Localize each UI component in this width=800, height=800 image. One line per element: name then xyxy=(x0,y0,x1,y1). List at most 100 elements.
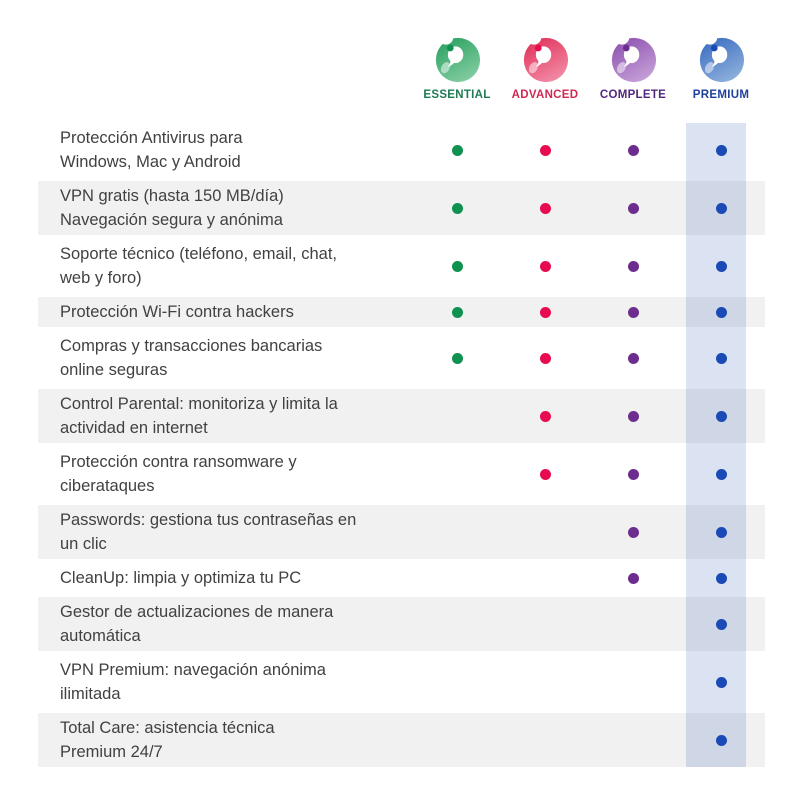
premium-cell xyxy=(677,331,765,385)
complete-cell xyxy=(589,331,677,385)
complete-cell xyxy=(589,239,677,293)
feature-label: Protección Wi-Fi contra hackers xyxy=(60,303,294,321)
plan-column-advanced: ADVANCED xyxy=(501,36,589,102)
feature-label: Soporte técnico (teléfono, email, chat, … xyxy=(60,245,337,287)
feature-row: Total Care: asistencia técnica Premium 2… xyxy=(38,713,765,767)
plan-label: PREMIUM xyxy=(692,89,750,101)
complete-cell xyxy=(589,597,677,651)
feature-label: Control Parental: monitoriza y limita la… xyxy=(60,395,338,437)
included-dot xyxy=(451,260,463,272)
advanced-cell xyxy=(501,331,589,385)
feature-label: Passwords: gestiona tus contraseñas en u… xyxy=(60,511,357,553)
included-dot xyxy=(715,526,727,538)
feature-row: Protección Wi-Fi contra hackers xyxy=(38,297,765,327)
included-dot xyxy=(627,352,639,364)
included-dot xyxy=(715,352,727,364)
included-dot xyxy=(539,144,551,156)
included-dot xyxy=(451,352,463,364)
feature-row: Protección Antivirus para Windows, Mac y… xyxy=(38,123,765,177)
included-dot xyxy=(715,468,727,480)
included-dot xyxy=(451,306,463,318)
included-dot xyxy=(627,144,639,156)
complete-cell xyxy=(589,123,677,177)
premium-cell xyxy=(677,389,765,443)
advanced-cell xyxy=(501,297,589,327)
feature-row: VPN Premium: navegación anónima ilimitad… xyxy=(38,655,765,709)
plan-label: COMPLETE xyxy=(599,89,667,101)
included-dot xyxy=(539,202,551,214)
complete-cell xyxy=(589,713,677,767)
included-dot xyxy=(539,306,551,318)
feature-row: Soporte técnico (teléfono, email, chat, … xyxy=(38,239,765,293)
feature-label: VPN Premium: navegación anónima ilimitad… xyxy=(60,661,326,703)
advanced-cell xyxy=(501,597,589,651)
feature-row: VPN gratis (hasta 150 MB/día) Navegación… xyxy=(38,181,765,235)
essential-cell xyxy=(413,389,501,443)
feature-row: Control Parental: monitoriza y limita la… xyxy=(38,389,765,443)
essential-cell xyxy=(413,239,501,293)
included-dot xyxy=(627,572,639,584)
feature-row: Protección contra ransomware y ciberataq… xyxy=(38,447,765,501)
premium-cell xyxy=(677,655,765,709)
feature-label: CleanUp: limpia y optimiza tu PC xyxy=(60,569,302,587)
included-dot xyxy=(627,260,639,272)
included-dot xyxy=(715,144,727,156)
complete-cell xyxy=(589,655,677,709)
essential-cell xyxy=(413,297,501,327)
plan-label: ADVANCED xyxy=(511,89,579,101)
panda-logo-advanced-icon xyxy=(523,36,569,83)
advanced-cell xyxy=(501,655,589,709)
essential-cell xyxy=(413,597,501,651)
included-dot xyxy=(539,260,551,272)
feature-label: Protección contra ransomware y ciberataq… xyxy=(60,453,297,495)
feature-row: Passwords: gestiona tus contraseñas en u… xyxy=(38,505,765,559)
advanced-cell xyxy=(501,505,589,559)
feature-label: Compras y transacciones bancarias online… xyxy=(60,337,323,379)
essential-cell xyxy=(413,563,501,593)
premium-cell xyxy=(677,505,765,559)
premium-cell xyxy=(677,181,765,235)
included-dot xyxy=(451,202,463,214)
feature-label: Total Care: asistencia técnica Premium 2… xyxy=(60,719,275,761)
plans-header: ESSENTIAL ADVANCED xyxy=(413,0,800,102)
advanced-cell xyxy=(501,447,589,501)
complete-cell xyxy=(589,563,677,593)
advanced-cell xyxy=(501,563,589,593)
included-dot xyxy=(715,676,727,688)
complete-cell xyxy=(589,505,677,559)
essential-cell xyxy=(413,713,501,767)
premium-cell xyxy=(677,563,765,593)
included-dot xyxy=(715,734,727,746)
essential-cell xyxy=(413,505,501,559)
complete-cell xyxy=(589,447,677,501)
premium-cell xyxy=(677,123,765,177)
advanced-cell xyxy=(501,389,589,443)
feature-label: VPN gratis (hasta 150 MB/día) Navegación… xyxy=(60,187,284,229)
included-dot xyxy=(539,352,551,364)
plan-column-premium: PREMIUM xyxy=(677,36,765,102)
feature-label: Gestor de actualizaciones de manera auto… xyxy=(60,603,334,645)
included-dot xyxy=(539,468,551,480)
included-dot xyxy=(451,144,463,156)
included-dot xyxy=(627,410,639,422)
plan-column-essential: ESSENTIAL xyxy=(413,36,501,102)
included-dot xyxy=(715,410,727,422)
premium-cell xyxy=(677,297,765,327)
essential-cell xyxy=(413,331,501,385)
advanced-cell xyxy=(501,181,589,235)
premium-cell xyxy=(677,713,765,767)
premium-cell xyxy=(677,597,765,651)
essential-cell xyxy=(413,181,501,235)
feature-row: Gestor de actualizaciones de manera auto… xyxy=(38,597,765,651)
advanced-cell xyxy=(501,123,589,177)
complete-cell xyxy=(589,181,677,235)
included-dot xyxy=(627,306,639,318)
included-dot xyxy=(627,468,639,480)
panda-logo-essential-icon xyxy=(435,36,481,83)
essential-cell xyxy=(413,655,501,709)
comparison-table: Protección Antivirus para Windows, Mac y… xyxy=(38,123,765,767)
included-dot xyxy=(715,572,727,584)
included-dot xyxy=(715,202,727,214)
included-dot xyxy=(715,260,727,272)
